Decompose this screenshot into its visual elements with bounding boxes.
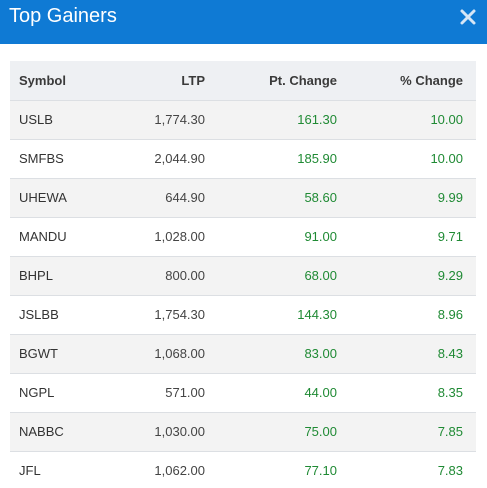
cell-pct-change: 8.96 <box>437 307 463 322</box>
cell-symbol: NGPL <box>19 385 55 400</box>
cell-symbol: JFL <box>19 463 41 479</box>
table-row[interactable]: BHPL 800.00 68.00 9.29 <box>10 256 476 295</box>
column-header-symbol[interactable]: Symbol <box>19 72 66 88</box>
table-row[interactable]: NGPL 571.00 44.00 8.35 <box>10 373 476 412</box>
cell-ltp: 1,774.30 <box>154 112 205 127</box>
cell-ltp: 1,754.30 <box>154 307 205 322</box>
cell-pt-change: 161.30 <box>297 112 337 127</box>
cell-pt-change: 83.00 <box>304 346 337 361</box>
cell-symbol: USLB <box>19 112 53 127</box>
close-icon[interactable] <box>459 8 477 26</box>
cell-pt-change: 185.90 <box>297 151 337 166</box>
cell-pct-change: 10.00 <box>430 151 463 166</box>
gainers-table: Symbol LTP Pt. Change % Change USLB 1,77… <box>10 61 476 488</box>
cell-pt-change: 58.60 <box>304 190 337 205</box>
cell-pct-change: 8.35 <box>437 385 463 400</box>
table-row[interactable]: JSLBB 1,754.30 144.30 8.96 <box>10 295 476 334</box>
cell-pct-change: 8.43 <box>437 346 463 361</box>
cell-symbol: BGWT <box>19 346 58 361</box>
cell-pct-change: 9.71 <box>437 229 463 244</box>
cell-ltp: 571.00 <box>165 385 205 400</box>
table-header-row: Symbol LTP Pt. Change % Change <box>10 61 476 100</box>
table-row[interactable]: MANDU 1,028.00 91.00 9.71 <box>10 217 476 256</box>
cell-ltp: 1,030.00 <box>154 424 205 439</box>
cell-ltp: 1,028.00 <box>154 229 205 244</box>
modal-title: Top Gainers <box>9 5 117 27</box>
modal-header: Top Gainers <box>0 0 487 44</box>
column-header-ltp[interactable]: LTP <box>181 72 205 88</box>
cell-pct-change: 7.85 <box>437 424 463 439</box>
cell-symbol: MANDU <box>19 229 67 244</box>
cell-pct-change: 9.29 <box>437 268 463 283</box>
gainers-table-container: Symbol LTP Pt. Change % Change USLB 1,77… <box>10 61 476 488</box>
cell-ltp: 644.90 <box>165 190 205 205</box>
cell-ltp: 1,062.00 <box>154 463 205 479</box>
cell-ltp: 800.00 <box>165 268 205 283</box>
column-header-pt-change[interactable]: Pt. Change <box>269 72 337 88</box>
cell-symbol: NABBC <box>19 424 64 439</box>
table-row[interactable]: USLB 1,774.30 161.30 10.00 <box>10 100 476 139</box>
cell-symbol: UHEWA <box>19 190 67 205</box>
cell-pt-change: 75.00 <box>304 424 337 439</box>
cell-symbol: BHPL <box>19 268 53 283</box>
table-row[interactable]: SMFBS 2,044.90 185.90 10.00 <box>10 139 476 178</box>
cell-symbol: SMFBS <box>19 151 64 166</box>
cell-pt-change: 68.00 <box>304 268 337 283</box>
cell-ltp: 2,044.90 <box>154 151 205 166</box>
cell-pct-change: 10.00 <box>430 112 463 127</box>
cell-pt-change: 44.00 <box>304 385 337 400</box>
cell-pct-change: 7.83 <box>437 463 463 479</box>
column-header-pct-change[interactable]: % Change <box>400 72 463 88</box>
cell-symbol: JSLBB <box>19 307 59 322</box>
close-icon-glyph <box>460 9 476 25</box>
table-row[interactable]: NABBC 1,030.00 75.00 7.85 <box>10 412 476 451</box>
cell-pt-change: 144.30 <box>297 307 337 322</box>
table-header: Symbol LTP Pt. Change % Change <box>10 61 476 100</box>
cell-ltp: 1,068.00 <box>154 346 205 361</box>
cell-pct-change: 9.99 <box>437 190 463 205</box>
table-row[interactable]: JFL 1,062.00 77.10 7.83 <box>10 451 476 488</box>
cell-pt-change: 91.00 <box>304 229 337 244</box>
cell-pt-change: 77.10 <box>304 463 337 479</box>
table-row[interactable]: BGWT 1,068.00 83.00 8.43 <box>10 334 476 373</box>
table-row[interactable]: UHEWA 644.90 58.60 9.99 <box>10 178 476 217</box>
table-body: USLB 1,774.30 161.30 10.00 SMFBS 2,044.9… <box>10 100 476 488</box>
